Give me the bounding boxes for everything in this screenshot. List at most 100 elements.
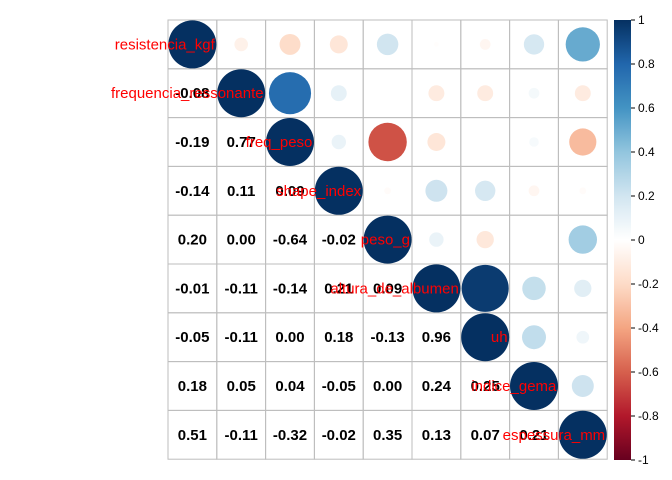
coefficient-label: 0.20 [178, 232, 207, 249]
coefficient-label: 0.35 [373, 427, 402, 444]
correlation-circle [568, 225, 597, 254]
coefficient-label: 0.77 [227, 134, 256, 151]
coefficient-label: 0.00 [227, 232, 256, 249]
colorbar-tick-label: -0.2 [638, 277, 659, 291]
correlation-circle [574, 85, 591, 102]
correlation-circle [429, 232, 444, 247]
colorbar-tick-label: 0 [638, 233, 645, 247]
coefficient-label: -0.01 [175, 280, 209, 297]
coefficient-label: 0.18 [178, 378, 207, 395]
coefficient-label: 0.24 [422, 378, 452, 395]
coefficient-label: 0.05 [227, 378, 256, 395]
coefficient-label: 0.18 [324, 329, 353, 346]
correlation-circle [569, 128, 597, 156]
grid-cell [362, 68, 413, 119]
grid-cell [460, 117, 511, 167]
correlation-circle [461, 313, 510, 362]
correlation-circle [571, 375, 594, 397]
coefficient-label: -0.19 [175, 134, 209, 151]
variable-label: shape_index [276, 183, 362, 200]
coefficient-label: -0.11 [225, 427, 258, 444]
colorbar-tick-label: 0.8 [638, 57, 655, 71]
correlation-circle [363, 215, 412, 264]
grid-cell [509, 214, 559, 265]
coefficient-label: -0.05 [322, 378, 356, 395]
variable-label: espessura_mm [503, 427, 606, 444]
coefficient-label: 0.00 [373, 378, 402, 395]
colorbar-tick-label: 1 [638, 13, 645, 27]
upper-triangle-circles [168, 20, 607, 459]
variable-label: frequencia_ressonante [111, 85, 264, 102]
colorbar-tick-label: -0.8 [638, 409, 659, 423]
correlation-circle [576, 330, 590, 344]
correlation-circle [522, 276, 546, 301]
coefficient-label: -0.02 [322, 427, 356, 444]
matrix-grid [167, 19, 608, 460]
correlation-circle [217, 69, 266, 118]
coefficient-label: 0.51 [178, 427, 207, 444]
coefficient-label: -0.02 [322, 232, 356, 249]
correlation-circle [510, 362, 558, 410]
correlation-circle [427, 133, 446, 151]
correlation-circle [329, 35, 348, 54]
correlation-circle [331, 134, 346, 150]
diagonal-variable-labels: resistencia_kgf frequencia_ressonantefreq… [111, 36, 605, 443]
correlation-circle [168, 20, 217, 69]
variable-label: freq_peso [246, 134, 313, 151]
coefficient-label: 0.00 [275, 329, 304, 346]
correlation-circle [558, 410, 607, 459]
correlation-circle [434, 42, 439, 47]
correlation-circle [234, 37, 248, 52]
correlation-circle [565, 27, 600, 62]
coefficient-label: -0.14 [273, 280, 308, 297]
correlation-circle [529, 137, 539, 147]
correlation-circle [368, 122, 407, 162]
correlation-circle [523, 34, 545, 55]
grid-cell [557, 409, 608, 460]
colorbar-tick-label: 0.4 [638, 145, 655, 159]
correlation-circle [330, 85, 347, 102]
correlation-circle [266, 118, 314, 166]
coefficient-label: 0.25 [471, 378, 500, 395]
colorbar-tick-label: -0.4 [638, 321, 659, 335]
coefficient-label: -0.05 [175, 329, 209, 346]
coefficient-label: 0.13 [422, 427, 451, 444]
coefficient-label: 0.04 [275, 378, 305, 395]
colorbar-tick-label: -0.6 [638, 365, 659, 379]
correlation-circle [461, 264, 509, 312]
colorbar-tick-label: 0.6 [638, 101, 655, 115]
correlation-circle [574, 279, 592, 298]
lower-triangle-coefficients: -0.08 -0.19 0.77 -0.14 0.11 0.09 0.20 0.00 -0.64… [175, 85, 548, 444]
correlation-circle [314, 166, 363, 215]
coefficient-label: 0.07 [471, 427, 500, 444]
correlation-circle [528, 185, 540, 197]
coefficient-label: -0.32 [273, 427, 307, 444]
correlation-circle [428, 85, 445, 102]
correlation-circle [279, 33, 301, 55]
variable-label: altura_de_albumen [330, 280, 458, 297]
coefficient-label: -0.64 [273, 232, 308, 249]
correlation-circle [477, 85, 494, 102]
color-legend: 1 0.8 0.6 0.4 0.2 0 -0.2 -0.4 -0.6 -0.8 -1 [614, 13, 659, 467]
coefficient-label: 0.11 [227, 183, 255, 200]
correlation-circle [268, 72, 312, 115]
coefficient-label: -0.11 [225, 280, 258, 297]
correlation-circle [412, 264, 461, 313]
correlation-circle [475, 180, 496, 201]
correlation-circle [376, 33, 399, 56]
coefficient-label: -0.14 [175, 183, 210, 200]
correlation-circle [425, 179, 448, 202]
variable-label: indice_gema [471, 378, 557, 395]
correlation-circle [522, 325, 546, 350]
correlation-circle [579, 187, 587, 195]
colorbar-tick-label: -1 [638, 453, 649, 467]
variable-label: uh [491, 329, 508, 346]
coefficient-label: -0.08 [175, 85, 209, 102]
correlation-circle [479, 39, 491, 50]
correlation-circle [384, 187, 391, 195]
correlation-circle [528, 87, 540, 99]
coefficient-label: -0.13 [370, 329, 404, 346]
coefficient-label: 0.96 [422, 329, 451, 346]
colorbar-tick-label: 0.2 [638, 189, 655, 203]
